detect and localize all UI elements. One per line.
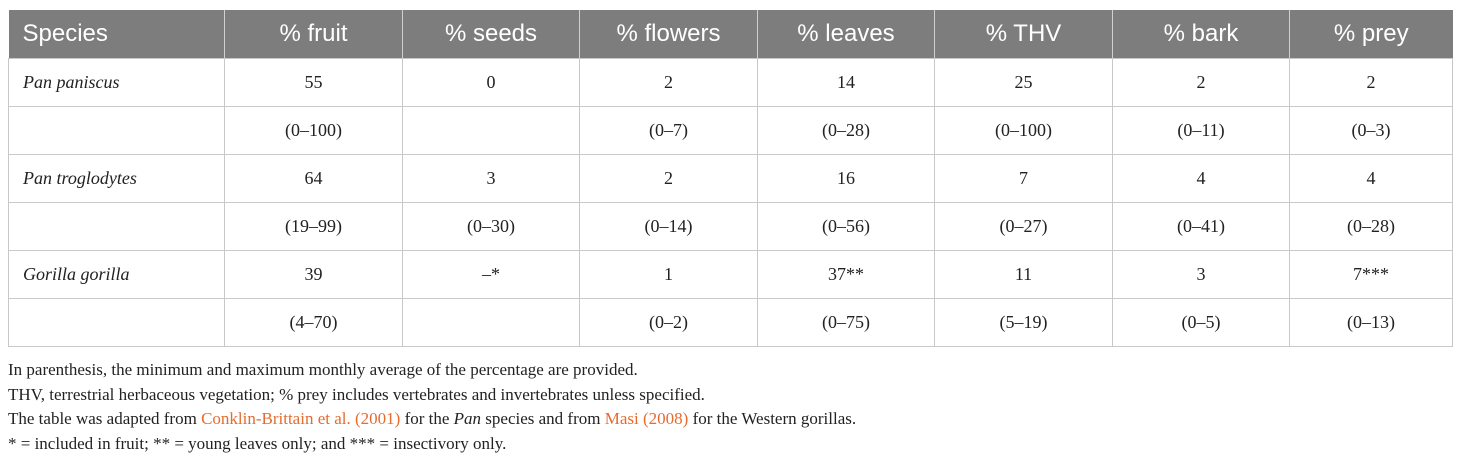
flowers-cell: (0–7) bbox=[579, 106, 758, 155]
diet-table-container: Species % fruit % seeds % flowers % leav… bbox=[8, 10, 1453, 347]
fruit-cell: 39 bbox=[224, 250, 403, 299]
diet-composition-table: Species % fruit % seeds % flowers % leav… bbox=[8, 10, 1453, 347]
prey-cell: (0–13) bbox=[1289, 298, 1453, 347]
prey-cell: 4 bbox=[1289, 154, 1453, 203]
bark-cell: 3 bbox=[1112, 250, 1290, 299]
fruit-cell: (4–70) bbox=[224, 298, 403, 347]
leaves-cell: (0–75) bbox=[757, 298, 935, 347]
table-row: (0–100) (0–7) (0–28) (0–100) (0–11) (0–3… bbox=[8, 106, 1453, 155]
footnote-text: species and from bbox=[481, 409, 605, 428]
footnote-symbols: * = included in fruit; ** = young leaves… bbox=[8, 433, 507, 453]
table-row: Pan paniscus 55 0 2 14 25 2 2 bbox=[8, 58, 1453, 107]
thv-cell: 7 bbox=[934, 154, 1113, 203]
species-cell bbox=[8, 298, 225, 347]
flowers-cell: 2 bbox=[579, 58, 758, 107]
species-cell: Pan paniscus bbox=[8, 58, 225, 107]
header-species: Species bbox=[8, 10, 225, 59]
prey-cell: 7*** bbox=[1289, 250, 1453, 299]
flowers-cell: (0–14) bbox=[579, 202, 758, 251]
table-footnotes: In parenthesis, the minimum and maximum … bbox=[8, 358, 1448, 456]
flowers-cell: (0–2) bbox=[579, 298, 758, 347]
flowers-cell: 2 bbox=[579, 154, 758, 203]
thv-cell: (0–27) bbox=[934, 202, 1113, 251]
table-row: (4–70) (0–2) (0–75) (5–19) (0–5) (0–13) bbox=[8, 298, 1453, 347]
prey-cell: (0–28) bbox=[1289, 202, 1453, 251]
header-prey: % prey bbox=[1289, 10, 1453, 59]
thv-cell: 11 bbox=[934, 250, 1113, 299]
header-fruit: % fruit bbox=[224, 10, 403, 59]
leaves-cell: (0–56) bbox=[757, 202, 935, 251]
fruit-cell: 64 bbox=[224, 154, 403, 203]
table-body: Pan paniscus 55 0 2 14 25 2 2 (0–100) (0… bbox=[8, 58, 1453, 347]
genus-pan: Pan bbox=[453, 409, 482, 428]
fruit-cell: 55 bbox=[224, 58, 403, 107]
table-row: (19–99) (0–30) (0–14) (0–56) (0–27) (0–4… bbox=[8, 202, 1453, 251]
prey-cell: (0–3) bbox=[1289, 106, 1453, 155]
header-bark: % bark bbox=[1112, 10, 1290, 59]
seeds-cell: 0 bbox=[402, 58, 580, 107]
header-flowers: % flowers bbox=[579, 10, 758, 59]
fruit-cell: (19–99) bbox=[224, 202, 403, 251]
thv-cell: (5–19) bbox=[934, 298, 1113, 347]
seeds-cell: 3 bbox=[402, 154, 580, 203]
leaves-cell: 14 bbox=[757, 58, 935, 107]
bark-cell: 2 bbox=[1112, 58, 1290, 107]
leaves-cell: 16 bbox=[757, 154, 935, 203]
fruit-cell: (0–100) bbox=[224, 106, 403, 155]
seeds-cell bbox=[402, 298, 580, 347]
species-cell bbox=[8, 202, 225, 251]
footnote-text: for the bbox=[400, 409, 454, 428]
bark-cell: 4 bbox=[1112, 154, 1290, 203]
table-row: Pan troglodytes 64 3 2 16 7 4 4 bbox=[8, 154, 1453, 203]
thv-cell: (0–100) bbox=[934, 106, 1113, 155]
footnote-parenthesis: In parenthesis, the minimum and maximum … bbox=[8, 360, 638, 379]
header-seeds: % seeds bbox=[402, 10, 580, 59]
leaves-cell: (0–28) bbox=[757, 106, 935, 155]
seeds-cell: (0–30) bbox=[402, 202, 580, 251]
seeds-cell: –* bbox=[402, 250, 580, 299]
reference-link-masi[interactable]: Masi (2008) bbox=[604, 409, 689, 428]
header-leaves: % leaves bbox=[757, 10, 935, 59]
footnote-text: for the Western gorillas. bbox=[688, 409, 857, 428]
prey-cell: 2 bbox=[1289, 58, 1453, 107]
footnote-thv: THV, terrestrial herbaceous vegetation; … bbox=[8, 384, 705, 404]
species-cell: Gorilla gorilla bbox=[8, 250, 225, 299]
reference-link-conklin-brittain[interactable]: Conklin-Brittain et al. (2001) bbox=[201, 409, 401, 428]
leaves-cell: 37** bbox=[757, 250, 935, 299]
species-cell: Pan troglodytes bbox=[8, 154, 225, 203]
seeds-cell bbox=[402, 106, 580, 155]
species-cell bbox=[8, 106, 225, 155]
header-row: Species % fruit % seeds % flowers % leav… bbox=[8, 10, 1453, 59]
bark-cell: (0–5) bbox=[1112, 298, 1290, 347]
table-header: Species % fruit % seeds % flowers % leav… bbox=[8, 10, 1453, 59]
thv-cell: 25 bbox=[934, 58, 1113, 107]
footnote-text: The table was adapted from bbox=[8, 409, 202, 428]
table-row: Gorilla gorilla 39 –* 1 37** 11 3 7*** bbox=[8, 250, 1453, 299]
bark-cell: (0–41) bbox=[1112, 202, 1290, 251]
header-thv: % THV bbox=[934, 10, 1113, 59]
flowers-cell: 1 bbox=[579, 250, 758, 299]
bark-cell: (0–11) bbox=[1112, 106, 1290, 155]
footnote-sources: The table was adapted from Conklin-Britt… bbox=[8, 407, 1448, 432]
